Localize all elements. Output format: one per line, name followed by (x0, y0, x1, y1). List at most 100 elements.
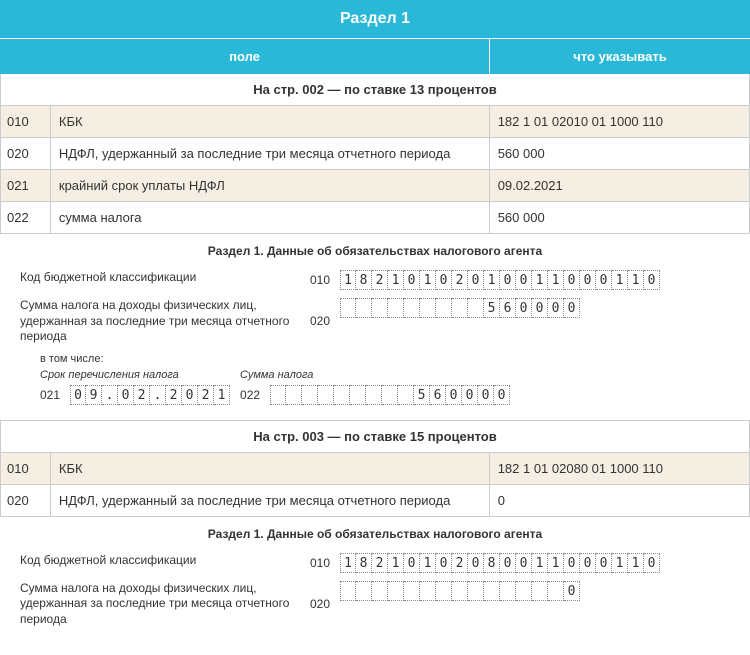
char-box: 0 (404, 270, 420, 290)
char-box: . (102, 385, 118, 405)
char-box: 0 (500, 270, 516, 290)
table-row: 010 КБК 182 1 01 02080 01 1000 110 (0, 453, 750, 485)
form-row: Код бюджетной классификации 010 18210102… (20, 270, 730, 290)
char-box: 1 (420, 553, 436, 573)
char-box (468, 581, 484, 601)
char-box (404, 298, 420, 318)
char-box: 1 (532, 553, 548, 573)
form-code: 010 (300, 556, 340, 570)
char-box: 0 (70, 385, 86, 405)
char-box: 1 (612, 553, 628, 573)
char-box: 2 (452, 270, 468, 290)
char-box (372, 581, 388, 601)
char-box: 1 (420, 270, 436, 290)
form-row: Сумма налога на доходы физических лиц, у… (20, 581, 730, 628)
row-code: 020 (1, 138, 51, 169)
form-block-1: Раздел 1. Данные об обязательствах налог… (0, 234, 750, 420)
table-row: 020 НДФЛ, удержанный за последние три ме… (0, 138, 750, 170)
char-box (404, 581, 420, 601)
table-row: 021 крайний срок уплаты НДФЛ 09.02.2021 (0, 170, 750, 202)
char-box (340, 581, 356, 601)
char-box (318, 385, 334, 405)
form-code: 022 (240, 388, 260, 402)
char-box: 0 (580, 270, 596, 290)
char-box: 0 (564, 270, 580, 290)
table-row: 022 сумма налога 560 000 (0, 202, 750, 234)
char-box: 0 (516, 270, 532, 290)
char-box (356, 298, 372, 318)
form-label: Сумма налога на доходы физических лиц, у… (20, 581, 300, 628)
char-box: 1 (484, 270, 500, 290)
char-box (388, 298, 404, 318)
row-value: 0 (490, 485, 749, 516)
char-box (366, 385, 382, 405)
row-value: 560 000 (490, 138, 749, 169)
row-code: 021 (1, 170, 51, 201)
char-box: 0 (494, 385, 510, 405)
char-box (548, 581, 564, 601)
row-field: крайний срок уплаты НДФЛ (51, 170, 490, 201)
char-box (420, 298, 436, 318)
form-code: 020 (300, 597, 340, 611)
char-box: 6 (430, 385, 446, 405)
char-box: 6 (500, 298, 516, 318)
char-box: 5 (414, 385, 430, 405)
char-box: 0 (118, 385, 134, 405)
char-box: 0 (468, 553, 484, 573)
sub-label: в том числе: (40, 353, 730, 365)
form-code: 020 (300, 314, 340, 328)
char-box: 1 (340, 270, 356, 290)
char-box (420, 581, 436, 601)
inline-form-row: 021 09.02.2021 022 560000 (40, 385, 730, 405)
char-box: 2 (372, 270, 388, 290)
row-code: 022 (1, 202, 51, 233)
form-boxes: 560000 (340, 298, 580, 318)
column-headers: поле что указывать (0, 38, 750, 74)
char-box (516, 581, 532, 601)
form-label: Код бюджетной классификации (20, 270, 300, 286)
char-box: 0 (446, 385, 462, 405)
col-label-date: Срок перечисления налога (40, 369, 240, 381)
char-box: 0 (644, 270, 660, 290)
char-box: 0 (468, 270, 484, 290)
row-field: НДФЛ, удержанный за последние три месяца… (51, 138, 490, 169)
form-code: 010 (300, 273, 340, 287)
char-box: 1 (548, 270, 564, 290)
char-box: 1 (628, 270, 644, 290)
char-box (302, 385, 318, 405)
row-code: 020 (1, 485, 51, 516)
char-box: 2 (134, 385, 150, 405)
char-box (436, 298, 452, 318)
char-box (436, 581, 452, 601)
char-box (452, 298, 468, 318)
char-box (388, 581, 404, 601)
form-boxes: 18210102080011000110 (340, 553, 660, 573)
form-label: Код бюджетной классификации (20, 553, 300, 569)
row-value: 09.02.2021 (490, 170, 749, 201)
char-box: 0 (596, 553, 612, 573)
char-box (334, 385, 350, 405)
char-box: 0 (516, 553, 532, 573)
char-box: 1 (532, 270, 548, 290)
char-box: 0 (596, 270, 612, 290)
char-box (286, 385, 302, 405)
char-box: 1 (628, 553, 644, 573)
char-box (350, 385, 366, 405)
col-label-sum: Сумма налога (240, 369, 313, 381)
char-box: 0 (644, 553, 660, 573)
row-field: КБК (51, 106, 490, 137)
char-box: 8 (356, 553, 372, 573)
form-boxes: 09.02.2021 (70, 385, 230, 405)
char-box: 8 (356, 270, 372, 290)
char-box: 5 (484, 298, 500, 318)
char-box: 0 (478, 385, 494, 405)
row-value: 560 000 (490, 202, 749, 233)
char-box (452, 581, 468, 601)
char-box: 1 (340, 553, 356, 573)
row-code: 010 (1, 106, 51, 137)
char-box (532, 581, 548, 601)
form-boxes: 0 (340, 581, 580, 601)
char-box: 1 (548, 553, 564, 573)
form-code: 021 (40, 388, 60, 402)
section1-header: На стр. 002 — по ставке 13 процентов (0, 74, 750, 106)
